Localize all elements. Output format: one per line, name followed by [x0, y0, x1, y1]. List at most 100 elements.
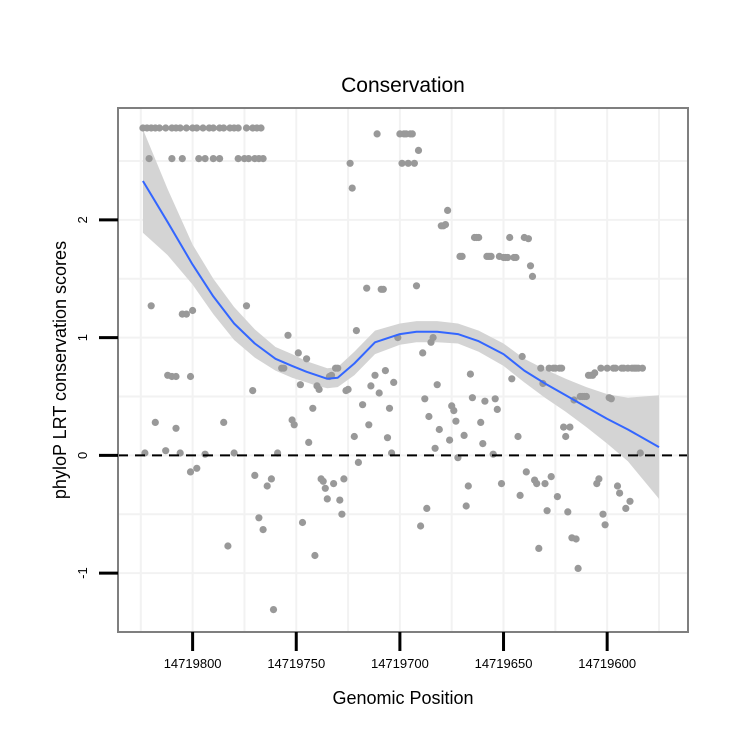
chart-title: Conservation — [341, 74, 465, 97]
scatter-point — [398, 159, 406, 167]
scatter-point — [280, 364, 288, 372]
scatter-point — [475, 233, 483, 242]
scatter-point — [591, 369, 599, 377]
scatter-point — [155, 124, 164, 132]
scatter-point — [410, 159, 418, 167]
scatter-point — [305, 438, 313, 446]
scatter-point — [367, 382, 375, 390]
y-tick-label: 0 — [75, 452, 90, 459]
scatter-point — [251, 471, 259, 479]
scatter-point — [553, 493, 562, 501]
scatter-point — [242, 124, 251, 132]
scatter-point — [269, 606, 278, 614]
data-points — [139, 124, 647, 614]
scatter-point — [186, 372, 195, 381]
scatter-point — [493, 405, 501, 413]
scatter-point — [526, 262, 535, 270]
scatter-point — [607, 395, 615, 403]
scatter-point — [234, 124, 242, 132]
scatter-point — [321, 484, 329, 492]
scatter-point — [334, 364, 342, 372]
scatter-point — [168, 155, 176, 163]
scatter-point — [336, 496, 344, 504]
scatter-point — [346, 159, 354, 167]
scatter-point — [359, 401, 367, 409]
scatter-point — [452, 417, 460, 425]
scatter-point — [303, 355, 311, 363]
scatter-point — [176, 124, 184, 132]
scatter-point — [381, 367, 389, 375]
scatter-point — [572, 535, 580, 543]
scatter-point — [352, 327, 360, 335]
x-tick-label: 14719700 — [371, 656, 429, 671]
scatter-point — [330, 480, 338, 488]
scatter-point — [441, 221, 450, 229]
scatter-point — [348, 184, 356, 192]
scatter-point — [162, 447, 170, 455]
scatter-point — [477, 418, 485, 426]
scatter-point — [195, 155, 203, 163]
scatter-point — [412, 282, 421, 290]
scatter-point — [522, 468, 530, 476]
scatter-point — [431, 444, 439, 452]
scatter-point — [365, 421, 373, 429]
scatter-point — [626, 497, 634, 505]
scatter-point — [230, 449, 238, 457]
scatter-point — [512, 253, 520, 262]
y-axis: -1 0 1 2 — [75, 216, 118, 579]
scatter-point — [178, 155, 186, 163]
scatter-point — [309, 404, 317, 412]
scatter-point — [423, 504, 431, 512]
scatter-point — [290, 421, 298, 429]
scatter-point — [564, 508, 572, 516]
scatter-point — [566, 423, 574, 431]
scatter-point — [363, 284, 371, 292]
scatter-point — [404, 159, 412, 167]
scatter-point — [259, 155, 267, 163]
scatter-point — [201, 155, 209, 163]
scatter-point — [201, 450, 209, 458]
scatter-point — [582, 392, 591, 401]
scatter-point — [383, 434, 392, 442]
scatter-point — [533, 480, 541, 488]
scatter-point — [514, 432, 522, 441]
scatter-point — [481, 397, 489, 405]
scatter-point — [516, 491, 524, 499]
scatter-point — [613, 482, 622, 490]
scatter-point — [460, 431, 468, 439]
scatter-point — [560, 423, 568, 431]
scatter-point — [294, 349, 302, 357]
scatter-point — [541, 480, 549, 488]
scatter-point — [458, 252, 466, 260]
scatter-point — [446, 436, 454, 444]
y-axis-label: phyloP LRT conservation scores — [50, 241, 70, 499]
scatter-point — [199, 124, 207, 132]
scatter-point — [504, 253, 512, 262]
scatter-point — [450, 407, 458, 415]
scatter-point — [375, 389, 383, 397]
scatter-point — [528, 272, 537, 280]
scatter-point — [311, 551, 319, 560]
scatter-point — [344, 385, 352, 393]
scatter-point — [497, 480, 506, 488]
scatter-point — [147, 302, 155, 310]
scatter-point — [518, 352, 526, 361]
scatter-point — [595, 475, 603, 483]
scatter-point — [622, 504, 630, 512]
x-tick-label: 14719600 — [578, 656, 636, 671]
y-tick-label: 2 — [75, 216, 90, 223]
scatter-point — [379, 285, 387, 293]
scatter-point — [466, 370, 474, 378]
scatter-point — [385, 404, 394, 412]
scatter-point — [390, 378, 398, 386]
smooth-curve — [142, 180, 660, 448]
y-tick-label: -1 — [75, 567, 90, 579]
scatter-point — [408, 130, 416, 138]
scatter-point — [506, 233, 514, 242]
scatter-point — [234, 155, 242, 163]
x-axis: 14719800 14719750 14719700 14719650 14719600 — [164, 632, 636, 671]
scatter-point — [249, 387, 257, 395]
scatter-point — [491, 395, 499, 403]
scatter-point — [350, 432, 358, 441]
x-tick-label: 14719650 — [475, 656, 533, 671]
